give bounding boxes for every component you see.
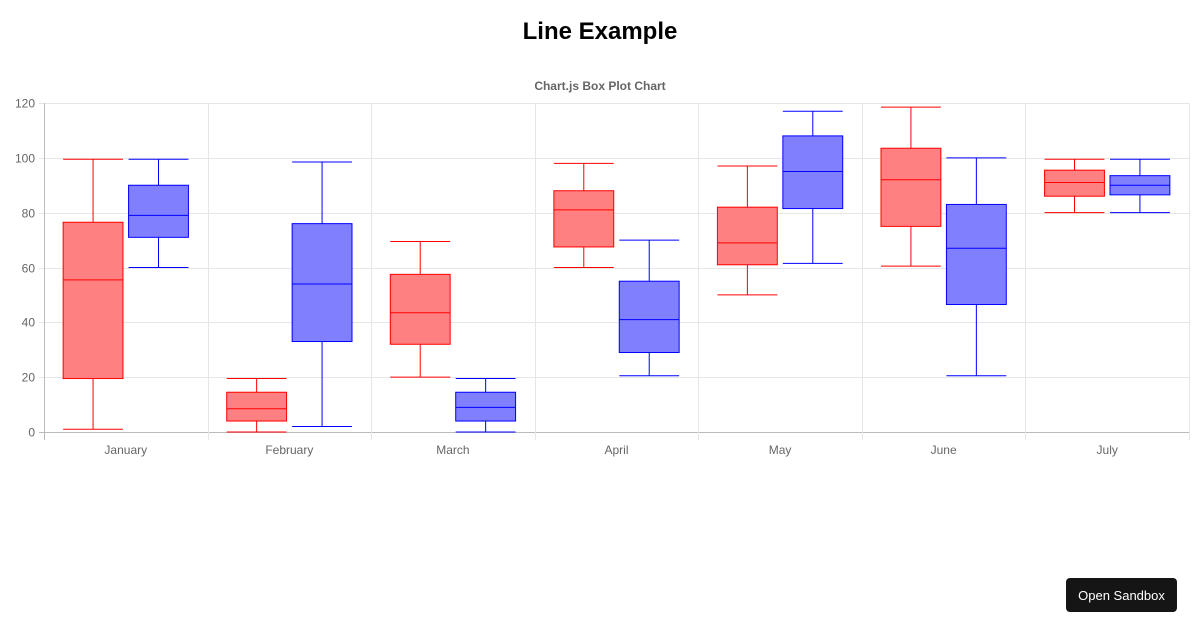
iqr-box — [389, 273, 451, 345]
box-plot-item — [62, 158, 124, 430]
y-tick-label: 60 — [22, 262, 36, 276]
axis-layer: 0 20 40 60 80 100 120 January February March April… — [15, 97, 1118, 458]
iqr-box — [553, 190, 615, 248]
iqr-box — [782, 135, 844, 210]
x-tick-label: April — [604, 443, 628, 457]
grid-layer — [39, 103, 1190, 440]
box-plot-item — [1109, 158, 1171, 214]
box-plot-item — [1044, 158, 1105, 214]
iqr-box — [618, 280, 680, 353]
iqr-box — [716, 206, 778, 266]
x-tick-label: May — [769, 443, 792, 457]
iqr-box — [291, 223, 353, 343]
box-plot-item — [128, 158, 189, 268]
page-title: Line Example — [522, 18, 678, 45]
y-tick-label: 100 — [15, 152, 35, 166]
iqr-box — [880, 147, 942, 227]
box-layer — [62, 106, 1171, 433]
open-sandbox-button[interactable]: Open Sandbox — [1066, 578, 1177, 612]
iqr-box — [945, 203, 1007, 306]
box-plot-item — [455, 378, 517, 433]
box-plot-item — [716, 165, 778, 296]
iqr-box — [62, 221, 124, 380]
x-tick-label: January — [104, 443, 147, 457]
y-tick-label: 120 — [15, 97, 35, 111]
box-plot-item — [945, 157, 1007, 377]
x-tick-label: June — [931, 443, 957, 457]
x-tick-label: March — [436, 443, 469, 457]
x-tick-label: July — [1097, 443, 1118, 457]
iqr-box — [1044, 169, 1105, 197]
iqr-box — [128, 184, 189, 238]
box-plot-item — [880, 106, 942, 267]
box-plot-item — [291, 161, 353, 428]
box-plot-item — [782, 110, 844, 264]
y-tick-label: 20 — [22, 371, 36, 385]
box-plot-item — [618, 239, 680, 377]
y-tick-label: 80 — [22, 207, 36, 221]
chart-title: Chart.js Box Plot Chart — [534, 79, 665, 93]
x-tick-label: February — [265, 443, 313, 457]
box-plot-item — [553, 162, 615, 268]
iqr-box — [226, 391, 288, 422]
iqr-box — [455, 391, 517, 422]
y-tick-label: 0 — [28, 426, 35, 440]
box-plot-item — [389, 240, 451, 378]
y-tick-label: 40 — [22, 316, 36, 330]
box-plot-item — [226, 378, 288, 433]
